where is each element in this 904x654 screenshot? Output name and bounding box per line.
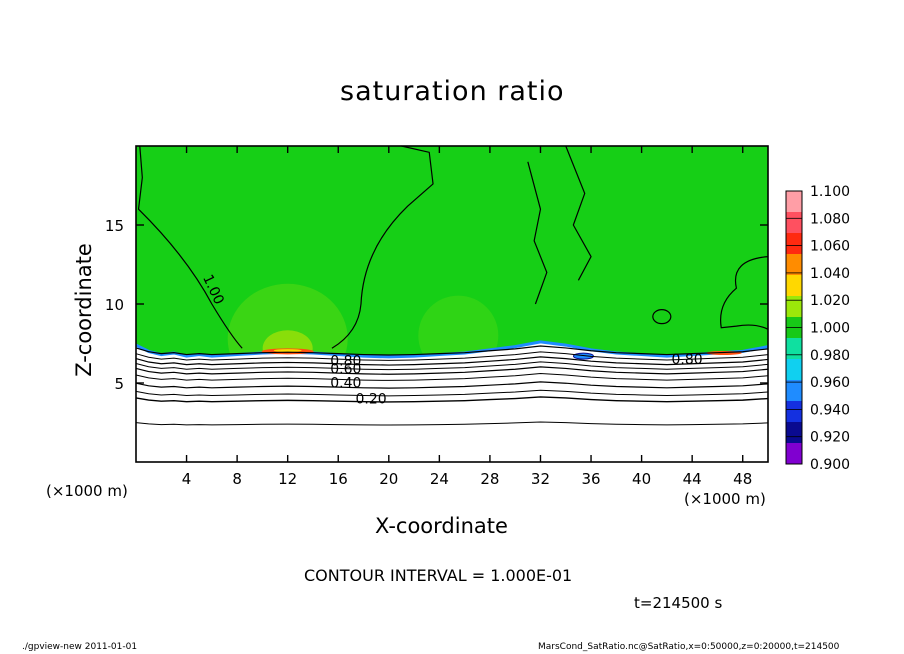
contour-label-0-80-left: 0.80 [330, 354, 361, 370]
colorbar-label-1.060: 1.060 [810, 239, 850, 255]
x-tick-label-44: 44 [683, 470, 702, 488]
colorbar-band-8 [786, 359, 802, 381]
contour-line-1.00 [135, 345, 769, 356]
x-unit-label-left: (×1000 m) [46, 482, 128, 500]
x-tick-label-20: 20 [379, 470, 398, 488]
colorbar-band-9 [786, 380, 802, 402]
contour-closed-right [652, 309, 672, 325]
x-tick-label-28: 28 [480, 470, 499, 488]
supersaturation-core-left [273, 349, 302, 353]
contour-label-0-20: 0.20 [356, 392, 387, 408]
colorbar-band-4 [786, 275, 802, 297]
x-tick-label-36: 36 [581, 470, 600, 488]
chart-title: saturation ratio [340, 76, 565, 107]
interface-band [135, 340, 769, 359]
x-unit-label-right: (×1000 m) [684, 490, 766, 508]
x-tick-label-40: 40 [632, 470, 651, 488]
contour-line-0.90 [135, 351, 769, 361]
colorbar-band-2 [786, 233, 802, 255]
colorbar-band-0 [786, 191, 802, 213]
footer-program-date: ./gpview-new 2011-01-01 [22, 642, 138, 652]
contour-line-0.30 [135, 389, 769, 397]
colorbar-band-1 [786, 212, 802, 234]
colorbar-label-0.980: 0.980 [810, 348, 850, 364]
colorbar-label-1.020: 1.020 [810, 293, 850, 309]
x-tick-label-32: 32 [531, 470, 550, 488]
colorbar-band-5 [786, 296, 802, 318]
contour-line-0.20 [135, 396, 769, 403]
x-tick-label-48: 48 [733, 470, 752, 488]
footer-data-source: MarsCond_SatRatio.nc@SatRatio,x=0:50000,… [538, 642, 840, 652]
time-stamp: t=214500 s [634, 594, 723, 612]
y-tick-label-5: 5 [114, 375, 124, 393]
y-tick-label-10: 10 [105, 296, 124, 314]
colorbar-band-7 [786, 338, 802, 360]
colorbar-label-0.940: 0.940 [810, 402, 850, 418]
contour-upper-plume [527, 145, 592, 305]
colorbar-band-11 [786, 422, 802, 444]
colorbar-label-1.080: 1.080 [810, 211, 850, 227]
x-tick-label-4: 4 [182, 470, 192, 488]
contour-label-0-60: 0.60 [330, 362, 361, 378]
contour-line-0.60 [135, 366, 769, 375]
colorbar-band-3 [786, 254, 802, 276]
y-axis-label: Z-coordinate [72, 243, 96, 377]
colorbar-label-1.040: 1.040 [810, 266, 850, 282]
colorbar-label-0.900: 0.900 [810, 457, 850, 473]
contour-upper-mid [331, 145, 434, 349]
x-tick-label-16: 16 [329, 470, 348, 488]
x-tick-label-12: 12 [278, 470, 297, 488]
contour-line-0.50 [135, 373, 769, 381]
contour-interval-text: CONTOUR INTERVAL = 1.000E-01 [304, 566, 573, 585]
x-axis-label: X-coordinate [375, 514, 508, 538]
x-tick-label-24: 24 [430, 470, 449, 488]
contour-upper-left [137, 145, 243, 349]
y-tick-label-15: 15 [105, 217, 124, 235]
x-tick-label-8: 8 [232, 470, 242, 488]
colorbar-band-12 [786, 443, 802, 465]
colorbar-label-1.000: 1.000 [810, 321, 850, 337]
contour-label-0-40: 0.40 [330, 376, 361, 392]
colorbar-label-0.960: 0.960 [810, 375, 850, 391]
contour-line-0.40 [135, 381, 769, 389]
contour-label-0-80-right: 0.80 [672, 352, 703, 368]
contour-upper-right [720, 256, 769, 330]
contour-line-0.80 [135, 356, 769, 366]
colorbar-label-0.920: 0.920 [810, 430, 850, 446]
contour-line-0.70 [135, 361, 769, 371]
contour-line-0.10 [135, 421, 769, 426]
colorbar-band-10 [786, 401, 802, 423]
colorbar-label-1.100: 1.100 [810, 184, 850, 200]
